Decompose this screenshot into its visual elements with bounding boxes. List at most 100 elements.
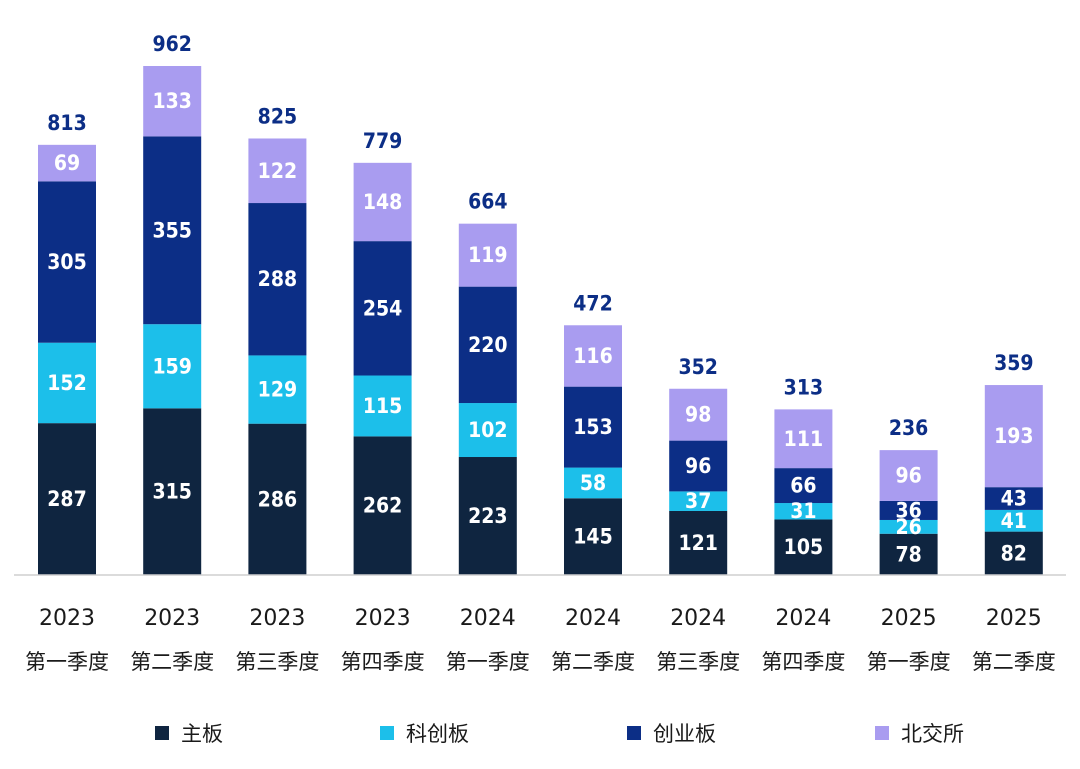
total-value-label: 313	[784, 375, 823, 399]
segment-value-label: 121	[678, 531, 717, 555]
bar-segment	[458, 286, 517, 404]
bar-segment	[38, 144, 96, 182]
x-tick-quarter-label: 第二季度	[130, 650, 214, 674]
legend-item-bse: 北交所	[875, 718, 964, 748]
legend-swatch	[875, 726, 889, 740]
segment-value-label: 148	[363, 190, 402, 214]
segment-value-label: 133	[152, 89, 191, 113]
x-tick-year-label: 2023	[39, 606, 95, 631]
bar-segment	[984, 385, 1043, 488]
segment-value-label: 78	[895, 542, 921, 566]
bar-segment	[669, 510, 728, 575]
bar-segment	[984, 531, 1043, 575]
segment-value-label: 223	[468, 504, 507, 528]
bar-segment	[564, 325, 622, 387]
x-tick-quarter-label: 第二季度	[551, 650, 635, 674]
x-tick-year-label: 2024	[565, 606, 621, 631]
segment-value-label: 305	[47, 250, 86, 274]
total-value-label: 352	[678, 355, 717, 379]
segment-value-label: 355	[152, 218, 191, 242]
total-value-label: 813	[47, 111, 86, 135]
legend-swatch	[380, 726, 394, 740]
segment-value-label: 105	[784, 535, 823, 559]
segment-value-label: 220	[468, 333, 507, 357]
x-tick-year-label: 2024	[460, 606, 516, 631]
segment-value-label: 145	[573, 525, 612, 549]
x-tick-quarter-label: 第一季度	[446, 650, 530, 674]
segment-value-label: 66	[790, 474, 816, 498]
bar-segment	[774, 519, 833, 575]
segment-value-label: 129	[258, 378, 297, 402]
legend-label: 北交所	[901, 722, 964, 746]
bar-segment	[984, 487, 1043, 510]
bar-segment	[564, 498, 622, 575]
bar-segment	[774, 503, 833, 520]
legend-label: 创业板	[653, 722, 716, 746]
bar-segment	[353, 436, 412, 575]
segment-value-label: 288	[258, 267, 297, 291]
legend-item-star-market: 科创板	[380, 718, 469, 748]
segment-value-label: 116	[573, 344, 612, 368]
segment-value-label: 58	[580, 471, 606, 495]
bar-segment	[248, 203, 307, 356]
x-tick-quarter-label: 第一季度	[867, 650, 951, 674]
x-axis-tick-labels: 2023 第一季度 2023 第二季度 2023 第三季度 2023 第四季度 2024 第一季度…	[25, 606, 1056, 674]
x-tick-quarter-label: 第三季度	[656, 650, 740, 674]
x-tick-quarter-label: 第四季度	[341, 650, 425, 674]
total-value-label: 664	[468, 190, 507, 214]
segment-value-label: 115	[363, 394, 402, 418]
x-tick-quarter-label: 第一季度	[25, 650, 109, 674]
segment-value-label: 287	[47, 487, 86, 511]
bar-segment	[353, 375, 412, 437]
bar-segment	[564, 386, 622, 468]
bar-segment	[458, 403, 517, 458]
segment-value-label: 111	[784, 427, 823, 451]
bar-segment	[248, 423, 307, 575]
bar-segment	[984, 509, 1043, 532]
segment-value-label: 193	[994, 424, 1033, 448]
total-value-label: 825	[258, 104, 297, 128]
segment-value-label: 96	[685, 454, 711, 478]
segment-value-label: 254	[363, 296, 402, 320]
x-tick-year-label: 2023	[249, 606, 305, 631]
x-tick-quarter-label: 第四季度	[761, 650, 845, 674]
total-value-label: 236	[889, 416, 928, 440]
legend-swatch	[155, 726, 169, 740]
segment-value-label: 315	[152, 480, 191, 504]
bar-segment	[879, 533, 938, 575]
segment-value-label: 41	[1001, 509, 1027, 533]
x-tick-year-label: 2024	[775, 606, 831, 631]
bar-segment	[669, 440, 728, 492]
segment-value-label: 37	[685, 489, 711, 513]
x-tick-year-label: 2023	[355, 606, 411, 631]
bar-segment	[248, 355, 307, 424]
legend-item-chinext: 创业板	[627, 718, 716, 748]
segment-value-label: 152	[47, 371, 86, 395]
segment-value-label: 159	[152, 354, 191, 378]
bar-segment	[143, 66, 202, 137]
legend: 主板 科创板 创业板 北交所	[0, 718, 1080, 754]
bar-segment	[143, 408, 202, 575]
legend-item-main-board: 主板	[155, 718, 223, 748]
segment-value-label: 69	[54, 151, 80, 175]
segment-value-label: 122	[258, 159, 297, 183]
segment-value-label: 82	[1001, 541, 1027, 565]
bar-segment	[669, 491, 728, 511]
x-tick-year-label: 2025	[986, 606, 1042, 631]
bar-segment	[669, 388, 728, 441]
legend-label: 科创板	[406, 722, 469, 746]
segment-value-label: 153	[573, 415, 612, 439]
bar-segment	[143, 136, 202, 325]
segment-value-label: 262	[363, 494, 402, 518]
bar-segment	[879, 450, 938, 501]
bar-segment	[38, 342, 96, 424]
x-tick-year-label: 2024	[670, 606, 726, 631]
bar-segment	[38, 181, 96, 343]
segment-value-label: 286	[258, 487, 297, 511]
total-value-label: 779	[363, 129, 402, 153]
segment-value-label: 43	[1001, 487, 1027, 511]
segment-value-label: 31	[790, 499, 816, 523]
bar-segment	[458, 457, 517, 575]
bar-segment	[564, 467, 622, 499]
x-tick-year-label: 2025	[881, 606, 937, 631]
